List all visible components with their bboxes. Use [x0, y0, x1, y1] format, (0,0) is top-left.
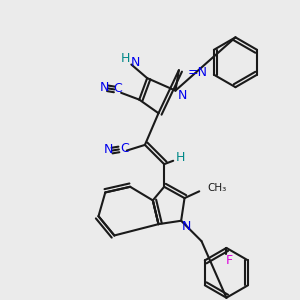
Text: =N: =N	[188, 66, 208, 79]
Text: H: H	[175, 151, 185, 164]
Text: N: N	[178, 88, 187, 102]
Text: CH₃: CH₃	[207, 183, 226, 193]
Text: F: F	[226, 254, 233, 267]
Text: N: N	[182, 220, 191, 233]
Text: N: N	[100, 81, 109, 94]
Text: C: C	[120, 142, 129, 155]
Text: N: N	[104, 143, 113, 156]
Text: N: N	[131, 56, 140, 69]
Text: C: C	[113, 82, 122, 95]
Text: H: H	[121, 52, 130, 65]
